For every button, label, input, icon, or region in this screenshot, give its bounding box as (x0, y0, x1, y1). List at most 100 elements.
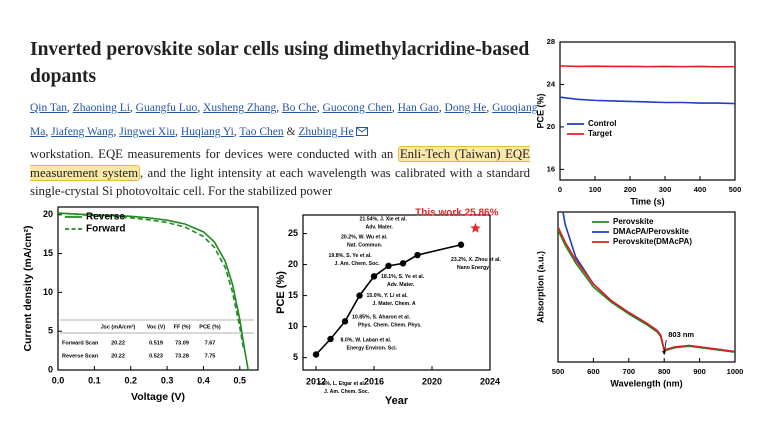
author-link[interactable]: Bo Che (281, 102, 317, 114)
x-tick-label: 500 (729, 185, 742, 194)
table-header: PCE (%) (199, 324, 221, 330)
paper-title: Inverted perovskite solar cells using di… (30, 39, 530, 87)
y-tick-label: 24 (547, 79, 556, 88)
y-tick-label: 15 (43, 248, 53, 258)
author-link[interactable]: Dong He (444, 102, 487, 114)
x-tick-label: 0.0 (52, 375, 65, 385)
x-axis-label: Time (s) (630, 196, 664, 206)
y-axis-label: Current density (mA/cm²) (22, 225, 34, 351)
y-tick-label: 20 (288, 259, 298, 269)
table-cell: 20.22 (111, 340, 125, 346)
table-cell: 0.519 (149, 340, 163, 346)
point (327, 335, 334, 343)
author-link[interactable]: Jiafeng Wang (51, 126, 114, 138)
point-label: 10.85%, S. Aharon et al. (352, 315, 411, 321)
author-link[interactable]: Tao Chen (239, 126, 284, 138)
separator: , (316, 102, 320, 114)
point-label: 21.54%, J. Xie et al. (360, 216, 408, 222)
y-tick-label: 5 (48, 326, 53, 336)
author-link[interactable]: Zhubing He (298, 126, 354, 138)
annotation-arrow (663, 339, 667, 354)
point (312, 351, 320, 358)
x-tick-label: 300 (659, 185, 672, 194)
y-tick-label: 25 (288, 228, 298, 238)
point (385, 262, 392, 270)
legend-label: Forward (86, 224, 125, 235)
table-cell: 7.67 (205, 340, 216, 346)
separator: , (486, 102, 490, 114)
author-line: Qin Tan, Zhaoning Li, Guangfu Luo, Xushe… (30, 96, 538, 144)
y-tick-label: 28 (547, 37, 555, 46)
separator: , (391, 102, 395, 114)
point-label: 20.2%, W. Wu et al. (341, 235, 388, 241)
x-tick-label: 600 (587, 367, 600, 376)
x-tick-label: 2016 (364, 376, 384, 386)
excerpt: workstation. EQE measurements for device… (30, 145, 530, 201)
y-axis-label: Absorption (a.u.) (535, 251, 545, 323)
x-tick-label: 100 (589, 185, 602, 194)
point-label: J. Mater. Chem. A (373, 301, 416, 307)
arrow-head (662, 351, 667, 355)
point-label: Nat. Commun. (347, 243, 383, 249)
x-tick-label: 700 (623, 367, 636, 376)
legend-label: DMAcPA/Perovskite (613, 227, 689, 236)
author-link[interactable]: Guoqiang Ma (30, 102, 538, 138)
joiner: & (286, 126, 296, 138)
author-link[interactable]: Huqiang Yi (180, 126, 234, 138)
series-line (560, 96, 735, 105)
author-link[interactable]: Guangfu Luo (135, 102, 198, 114)
author-link[interactable]: Han Gao (397, 102, 439, 114)
x-tick-label: 0.1 (88, 375, 101, 385)
point-label: J. Am. Chem. Soc. (335, 261, 381, 267)
x-tick-label: 200 (624, 185, 637, 194)
separator: , (438, 102, 442, 114)
series-line (558, 226, 735, 353)
x-tick-label: 0.2 (124, 375, 137, 385)
point (370, 273, 378, 280)
x-tick-label: 400 (694, 185, 707, 194)
series-line (558, 229, 735, 354)
author-link[interactable]: Jingwei Xiu (119, 126, 176, 138)
point-label: 19.8%, S. Ye et al. (329, 253, 373, 259)
point-label: 5.5%, L. Etgar et al. (318, 381, 366, 387)
table-header: FF (%) (174, 324, 191, 330)
separator: , (45, 126, 49, 138)
excerpt-text: , and the light intensity at each wavele… (30, 165, 530, 199)
series-line (560, 65, 735, 68)
table-cell: 73.09 (175, 340, 189, 346)
separator: , (113, 126, 117, 138)
y-tick-label: 10 (43, 287, 53, 297)
email-icon[interactable] (356, 127, 369, 136)
point (356, 292, 363, 299)
y-tick-label: 5 (293, 352, 298, 362)
y-tick-label: 20 (43, 209, 53, 219)
plot-frame (302, 214, 491, 371)
separator: , (175, 126, 179, 138)
x-tick-label: 800 (658, 367, 671, 376)
author-link[interactable]: Zhaoning Li (72, 102, 130, 114)
y-tick-label: 10 (288, 321, 298, 331)
table-cell: 20.22 (111, 353, 125, 359)
x-tick-label: 0.3 (161, 375, 174, 385)
author-link[interactable]: Guocong Chen (322, 102, 392, 114)
x-axis-label: Year (385, 395, 409, 407)
y-tick-label: 15 (288, 290, 298, 300)
point-label: 15.0%, Y. Li et al. (367, 293, 409, 299)
point-label: Adv. Mater. (387, 282, 415, 288)
annotation: 803 nm (668, 330, 694, 339)
y-tick-label: 20 (547, 122, 555, 131)
point-label: J. Am. Chem. Soc. (324, 389, 370, 395)
y-axis-label: PCE (%) (535, 93, 545, 128)
author-link[interactable]: Qin Tan (30, 102, 67, 114)
table-cell: 0.523 (149, 353, 163, 359)
x-tick-label: 0.4 (197, 375, 210, 385)
series-line (562, 212, 735, 353)
point (457, 241, 465, 248)
table-header: Voc (V) (147, 324, 166, 330)
x-axis-label: Wavelength (nm) (610, 378, 682, 388)
highlight-star (470, 222, 481, 233)
author-link[interactable]: Xusheng Zhang (203, 102, 277, 114)
point-label: 8.0%, W. Laban et al. (341, 337, 392, 343)
